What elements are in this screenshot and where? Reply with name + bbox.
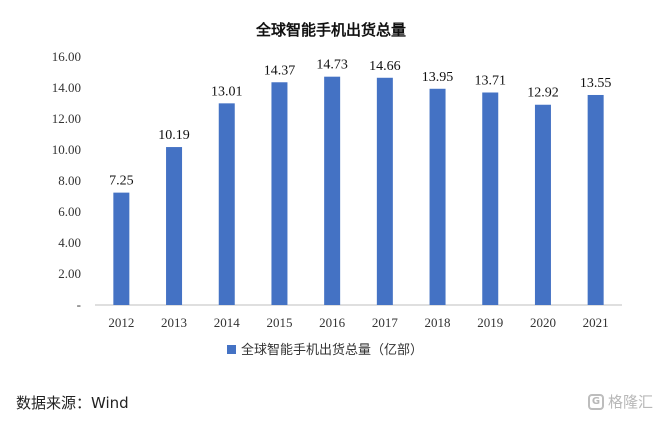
y-tick-label: -: [77, 297, 81, 312]
data-label: 13.71: [475, 73, 507, 88]
data-label: 14.73: [316, 58, 348, 73]
bar: [376, 77, 393, 306]
y-tick-label: 14.00: [52, 80, 81, 95]
x-tick-label: 2017: [372, 315, 399, 330]
x-tick-label: 2014: [214, 315, 241, 330]
bar-chart: 全球智能手机出货总量 - 2.00 4.00 6.00 8.00 10.00 12.00 14…: [52, 21, 622, 358]
legend-label: 全球智能手机出货总量（亿部）: [241, 342, 423, 358]
y-tick-label: 16.00: [52, 49, 81, 64]
data-label: 14.37: [264, 63, 296, 78]
y-tick-label: 8.00: [58, 173, 81, 188]
bar: [271, 82, 288, 305]
bar: [534, 104, 551, 306]
x-tick-label: 2012: [108, 315, 134, 330]
x-tick-label: 2016: [319, 315, 346, 330]
legend-swatch: [227, 345, 236, 354]
bar: [218, 103, 235, 305]
data-label: 14.66: [369, 59, 401, 74]
y-tick-label: 4.00: [58, 235, 81, 250]
bar: [166, 147, 183, 305]
y-tick-label: 6.00: [58, 204, 81, 219]
bar: [587, 94, 604, 305]
x-tick-label: 2018: [425, 315, 451, 330]
legend: 全球智能手机出货总量（亿部）: [227, 342, 423, 358]
data-label: 13.01: [211, 84, 243, 99]
plot-area: - 2.00 4.00 6.00 8.00 10.00 12.00 14.00 16.00 7.2…: [52, 49, 622, 330]
x-tick-label: 2020: [530, 315, 556, 330]
y-tick-label: 2.00: [58, 266, 81, 281]
watermark: G 格隆汇: [587, 391, 653, 412]
data-label: 13.55: [580, 76, 612, 91]
bar: [324, 76, 341, 305]
data-label: 13.95: [422, 70, 454, 85]
x-tick-label: 2019: [477, 315, 503, 330]
bar: [113, 192, 130, 305]
source-note: 数据来源：Wind: [16, 394, 129, 412]
data-label: 10.19: [158, 128, 190, 143]
x-tick-label: 2015: [266, 315, 292, 330]
data-label: 7.25: [109, 174, 134, 189]
y-tick-label: 10.00: [52, 142, 81, 157]
chart-title: 全球智能手机出货总量: [255, 21, 406, 39]
y-tick-label: 12.00: [52, 111, 81, 126]
bar: [429, 88, 446, 306]
data-label: 12.92: [527, 86, 559, 101]
x-tick-label: 2013: [161, 315, 187, 330]
watermark-logo-icon: G: [587, 393, 604, 410]
watermark-text: 格隆汇: [607, 393, 653, 411]
x-tick-label: 2021: [583, 315, 609, 330]
bar: [482, 92, 499, 306]
